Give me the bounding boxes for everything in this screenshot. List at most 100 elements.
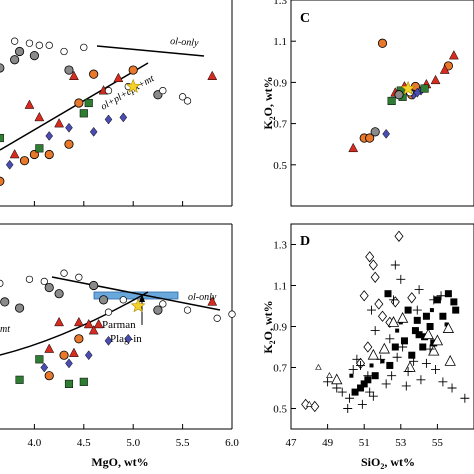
panel-c-ylabel: K2O, wt% [261, 76, 277, 129]
data-point [44, 149, 54, 160]
y-tick-label: 1.1 [273, 36, 287, 48]
data-point [345, 393, 355, 403]
x-tick-label: 51 [359, 437, 370, 449]
data-point [54, 289, 64, 299]
data-point [15, 375, 24, 384]
panel-b-olonly-line [51, 276, 221, 311]
x-tick-label: 6.0 [225, 437, 239, 449]
data-point [387, 371, 397, 381]
data-point [35, 41, 43, 49]
data-point [385, 334, 395, 344]
data-point [425, 344, 435, 354]
x-tick-label: 53 [395, 437, 407, 449]
data-point [104, 86, 113, 95]
data-point [367, 305, 377, 315]
data-point [382, 128, 390, 139]
points-layer [0, 37, 470, 413]
panel-a-olonly-label: ol-only [170, 36, 200, 49]
data-point [408, 351, 416, 359]
data-point [428, 344, 440, 356]
y-tick-label: 0.9 [273, 77, 287, 89]
data-point [35, 144, 44, 153]
data-point [421, 358, 431, 368]
data-point [403, 367, 413, 377]
data-point [153, 305, 163, 315]
data-point [395, 328, 400, 333]
data-point [429, 308, 434, 313]
data-point [0, 176, 5, 186]
data-point [343, 404, 353, 413]
data-point [390, 296, 400, 308]
data-point [401, 381, 411, 391]
data-point [73, 316, 84, 327]
data-point [104, 308, 113, 316]
data-point [93, 318, 104, 329]
data-point [128, 65, 138, 75]
x-tick-label: 4.5 [77, 437, 91, 449]
data-point [98, 295, 109, 305]
data-point [159, 86, 167, 95]
data-point [207, 70, 218, 80]
data-point [392, 352, 402, 362]
data-point [371, 372, 379, 380]
data-point [390, 260, 400, 270]
data-point [429, 295, 439, 305]
data-point [80, 43, 88, 52]
y-tick-label: 1.3 [273, 240, 287, 252]
data-point [60, 269, 68, 277]
data-point [60, 47, 68, 56]
data-point [442, 322, 455, 333]
data-point [44, 343, 55, 353]
data-point [59, 350, 69, 360]
y-tick-label: 0.9 [273, 322, 287, 334]
data-point [394, 230, 404, 242]
data-point [228, 310, 236, 318]
data-point [45, 41, 53, 49]
data-point [89, 126, 98, 137]
data-point [332, 383, 342, 393]
data-point [0, 279, 4, 288]
data-point [413, 316, 421, 324]
y-tick-label: 0.5 [273, 160, 287, 172]
y-tick-label: 0.7 [273, 119, 287, 131]
data-point [79, 109, 88, 118]
data-point [447, 383, 457, 393]
data-point [74, 98, 84, 108]
data-point [74, 334, 84, 344]
data-point [44, 371, 54, 381]
data-point [88, 325, 99, 335]
data-point [396, 274, 406, 284]
data-point [415, 331, 423, 339]
data-point [14, 46, 25, 57]
data-point [326, 372, 333, 379]
data-point [384, 290, 392, 298]
data-point [104, 114, 113, 125]
data-point [439, 64, 450, 74]
ticks-layer: 4.0 4.5 5.0 5.5 6.0 0.5 0.7 0.9 1.1 1.3 0.5 0.7 0.9 1… [28, 0, 443, 449]
data-point [357, 399, 367, 409]
data-point [69, 347, 79, 357]
data-point [10, 37, 19, 45]
data-point [75, 273, 83, 281]
data-point [376, 354, 386, 364]
x-tick-label: 47 [286, 437, 298, 449]
y-tick-label: 1.3 [273, 0, 287, 7]
data-point [357, 384, 365, 392]
data-point [365, 133, 375, 143]
data-point [178, 93, 187, 101]
data-point [84, 98, 93, 108]
data-point [448, 50, 459, 60]
data-point [40, 362, 49, 373]
panel-a-trend-line [0, 62, 149, 151]
y-tick-label: 0.7 [273, 363, 287, 375]
data-point [416, 375, 426, 385]
data-point [436, 291, 446, 301]
data-point [84, 350, 93, 361]
data-point [183, 306, 192, 314]
data-point [386, 361, 394, 369]
data-point [125, 78, 141, 93]
data-point [323, 377, 333, 387]
data-point [10, 55, 20, 65]
data-point [381, 379, 391, 389]
